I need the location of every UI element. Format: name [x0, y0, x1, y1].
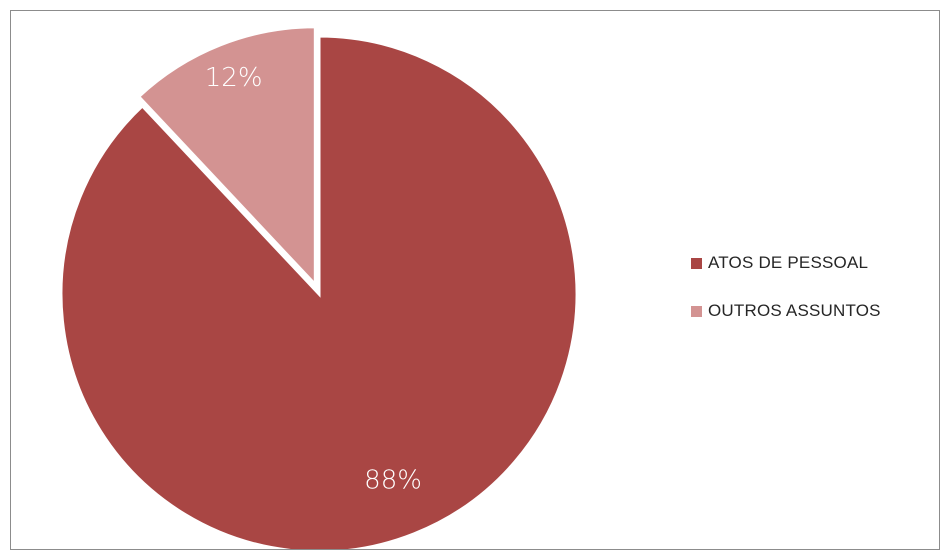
chart-area: 88% 12% ATOS DE PESSOAL OUTROS ASSUNTOS: [10, 10, 940, 550]
pie-slices: [59, 25, 579, 549]
legend: ATOS DE PESSOAL OUTROS ASSUNTOS: [691, 253, 881, 349]
pie-chart: 88% 12%: [59, 25, 579, 549]
data-label-atos-de-pessoal: 88%: [364, 466, 422, 496]
pie-slice-outros-assuntos: [136, 25, 317, 289]
legend-swatch-outros-assuntos: [691, 305, 702, 317]
legend-label-atos-de-pessoal: ATOS DE PESSOAL: [708, 253, 869, 272]
legend-item-atos-de-pessoal: ATOS DE PESSOAL: [691, 253, 881, 273]
pie-slice-atos-de-pessoal: [59, 34, 579, 549]
legend-item-outros-assuntos: OUTROS ASSUNTOS: [691, 301, 881, 321]
pie-data-labels: 88% 12%: [205, 63, 422, 496]
legend-swatch-atos-de-pessoal: [691, 257, 702, 269]
data-label-outros-assuntos: 12%: [205, 63, 263, 93]
legend-label-outros-assuntos: OUTROS ASSUNTOS: [708, 301, 881, 320]
